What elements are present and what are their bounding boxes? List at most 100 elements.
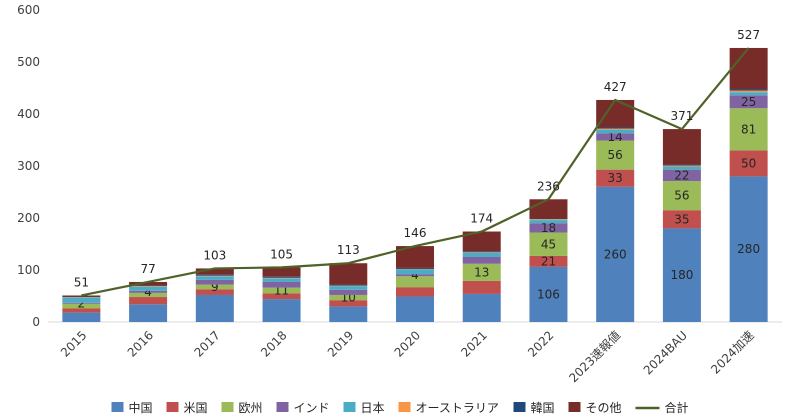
bar-segment — [62, 308, 101, 313]
bar-segment — [62, 295, 101, 297]
total-line — [81, 47, 750, 297]
legend-label: 韓国 — [531, 401, 555, 415]
bar-segment — [329, 289, 368, 295]
bar-segment — [729, 95, 768, 109]
bar-segment — [329, 286, 368, 290]
bar-segment — [62, 296, 101, 298]
data-label: 33 — [608, 171, 623, 185]
bar-segment — [462, 263, 501, 281]
legend-label: 米国 — [184, 401, 208, 415]
bar-segment — [396, 276, 434, 288]
y-tick-label: 0 — [32, 315, 40, 329]
x-tick-label: 2022 — [525, 328, 556, 359]
bar-segment — [462, 252, 501, 257]
x-tick-label: 2023速報値 — [566, 328, 624, 386]
legend-swatch — [398, 402, 411, 412]
bar-segment — [462, 293, 501, 322]
bar-segment — [529, 223, 568, 233]
bar-segment — [529, 219, 568, 221]
legend-swatch — [111, 402, 124, 412]
bar-segment — [62, 302, 101, 304]
total-label: 113 — [337, 243, 360, 257]
y-tick-label: 400 — [17, 107, 40, 121]
bar-segment — [462, 251, 501, 253]
bar-segment — [129, 286, 168, 287]
bar-segment — [462, 280, 501, 294]
data-label: 180 — [670, 268, 693, 282]
y-tick-label: 600 — [17, 3, 40, 17]
bar-segment — [596, 99, 635, 128]
y-tick-label: 500 — [17, 55, 40, 69]
bar-segment — [529, 255, 568, 267]
bar-segment — [662, 165, 701, 167]
x-tick-label: 2019 — [325, 328, 356, 359]
data-label: 22 — [674, 168, 689, 182]
bar-segment — [596, 169, 635, 187]
bar-segment — [262, 267, 301, 277]
bar-segment — [596, 127, 635, 129]
data-label: 4 — [144, 285, 152, 299]
bar-segment — [396, 274, 434, 277]
x-tick-label: 2015 — [58, 328, 89, 359]
bar-segment — [195, 294, 234, 322]
bar-segment — [396, 246, 434, 268]
y-tick-label: 100 — [17, 263, 40, 277]
bar-segment — [529, 218, 568, 220]
bar-segment — [129, 286, 168, 291]
bar-segment — [195, 276, 234, 280]
bar-segment — [729, 150, 768, 177]
y-tick-label: 300 — [17, 159, 40, 173]
bar-segment — [262, 277, 301, 279]
x-tick-label: 2018 — [258, 328, 289, 359]
data-label: 81 — [741, 122, 756, 136]
bar-segment — [62, 297, 101, 298]
bar-segment — [329, 306, 368, 322]
data-label: 56 — [674, 189, 689, 203]
x-tick-label: 2024加速 — [708, 328, 756, 376]
total-label: 236 — [537, 179, 560, 193]
data-label: 260 — [604, 247, 627, 261]
legend-swatch — [221, 402, 234, 412]
legend-swatch — [513, 402, 526, 412]
bar-segment — [195, 279, 234, 285]
legend-swatch — [276, 402, 289, 412]
bar-segment — [529, 266, 568, 322]
bar-segment — [129, 292, 168, 298]
bar-segment — [262, 281, 301, 288]
data-label: 25 — [741, 95, 756, 109]
bar-segment — [462, 231, 501, 252]
bar-segment — [195, 284, 234, 290]
bar-segment — [729, 92, 768, 96]
bar-segment — [129, 297, 168, 305]
x-tick-label: 2016 — [125, 328, 156, 359]
bar-segment — [462, 257, 501, 264]
bar-segment — [596, 140, 635, 170]
bar-segment — [729, 89, 768, 91]
bar-segment — [195, 268, 234, 275]
bar-segment — [396, 267, 434, 269]
bar-segment — [262, 293, 301, 300]
bar-segment — [262, 287, 301, 294]
legend-label: 合計 — [665, 400, 689, 415]
data-label: 280 — [737, 242, 760, 256]
bar-segment — [529, 220, 568, 224]
bar-segment — [262, 278, 301, 282]
bar-segment — [329, 285, 368, 287]
bar-segment — [729, 47, 768, 90]
data-label: 50 — [741, 156, 756, 170]
bar-segment — [662, 228, 701, 322]
x-tick-label: 2020 — [392, 328, 423, 359]
bar-segment — [529, 232, 568, 256]
total-label: 371 — [670, 109, 693, 123]
bar-segment — [662, 169, 701, 182]
bar-segment — [662, 181, 701, 211]
data-label: 13 — [474, 265, 489, 279]
bar-segment — [662, 129, 701, 165]
bar-segment — [129, 290, 168, 293]
bar-segment — [662, 164, 701, 166]
bar-segment — [62, 297, 101, 303]
bar-segment — [596, 186, 635, 322]
legend-swatch — [343, 402, 356, 412]
